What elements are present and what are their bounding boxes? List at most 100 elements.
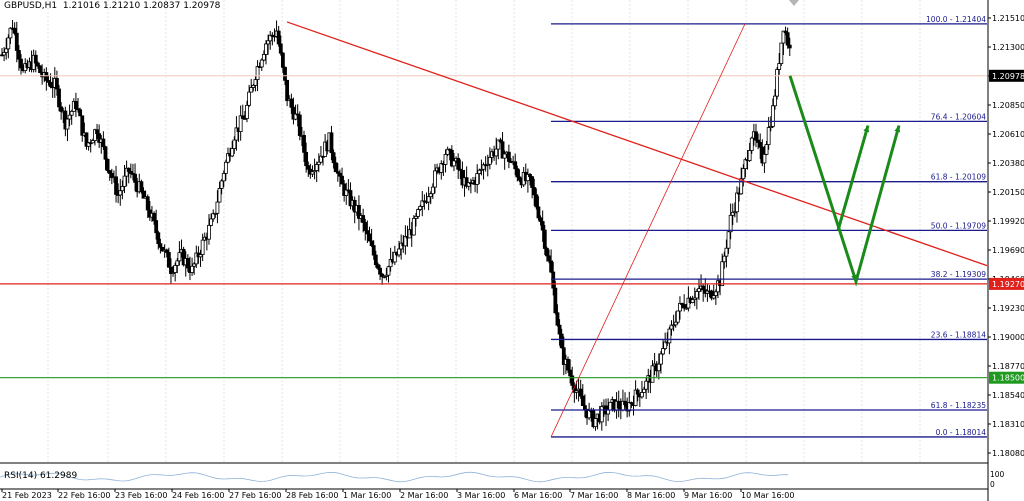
candle [403,225,408,255]
candle [487,147,492,170]
candle [458,159,463,179]
candle-body [566,358,570,371]
candle [378,264,382,281]
candle-body [84,132,89,147]
chart-shift-icon[interactable] [789,0,799,6]
candle-body [741,168,746,180]
candle-body [743,159,748,169]
candle-body [261,53,266,61]
candle-body [46,80,51,83]
price-tag-2: 1.20978 [992,72,1024,81]
candle-body [124,167,129,177]
candle-body [599,406,604,423]
candle-body [534,194,539,208]
candle-body [762,153,767,164]
candle [673,311,678,328]
candle [217,181,222,203]
candle-body [221,172,226,182]
candle-body [361,215,366,223]
horizontal-levels [0,75,987,379]
candle [730,203,735,225]
candle-body [758,142,763,148]
candle-body [608,401,613,411]
candle [335,163,340,182]
candle-body [255,66,260,80]
arrowhead-up-right [894,125,901,133]
candle-body [430,186,435,195]
candle [640,380,644,399]
candle [365,220,370,244]
candle-body [551,271,556,289]
candle-body [122,175,127,187]
candle-body [295,113,300,116]
candle [549,249,554,274]
candle-body [532,187,537,196]
candle-body [525,174,530,182]
candle-body [128,171,133,174]
candle-body [266,40,271,45]
low-value: 1.20837 [143,1,181,11]
candle-body [365,230,370,235]
candle [306,161,311,177]
candle [268,30,273,50]
candle-body [120,186,125,192]
candle [245,100,249,123]
candle [642,386,646,393]
price-tick-label-14: 1.18310 [992,420,1024,429]
candle-body [36,62,40,67]
fib-label-3: 50.0 - 1.19709 [931,221,986,230]
candle [711,284,716,300]
candle-body [48,81,53,88]
fib-label-7: 0.0 - 1.18014 [936,428,987,437]
candle [6,34,11,59]
candle-body [538,217,543,222]
candle [726,230,731,254]
candle-body [369,240,374,246]
rsi-line [0,471,788,483]
candle [78,107,83,117]
price-tick-label-1: 1.21300 [992,43,1024,52]
candle [528,172,532,186]
candle [411,215,416,236]
candle [756,133,760,150]
candle [439,160,444,180]
candle-body [633,389,638,406]
arrowhead-up-left [863,125,870,133]
candle [207,214,211,245]
candle [198,249,203,267]
candle [36,61,40,69]
candle-body [232,139,237,149]
candle [608,401,613,411]
candle [433,164,437,194]
candle-body [388,259,393,268]
candle-body [141,190,146,199]
candle-body [264,43,268,55]
candle-body [310,171,315,175]
candle-body [783,30,788,34]
candle [384,268,389,281]
candle [289,93,294,114]
candle-body [642,388,646,393]
candle [14,21,19,63]
candle [247,84,252,108]
candle [517,169,522,182]
trend-drawings [286,21,988,438]
candle-body [95,129,99,135]
candle [397,241,401,258]
candle [671,314,676,332]
candle-body [139,181,144,192]
candle-body [67,114,72,120]
candle [768,116,773,132]
candle-body [207,224,211,240]
candle-body [268,34,273,42]
candle [133,163,137,192]
time-tick-label-2: 23 Feb 16:00 [115,491,167,500]
candle-body [426,196,431,203]
candle [694,289,699,310]
candle [219,178,224,195]
candle-body [726,231,731,249]
candle-body [80,115,85,136]
candle [114,165,118,203]
fib-label-2: 61.8 - 1.20109 [931,173,986,182]
